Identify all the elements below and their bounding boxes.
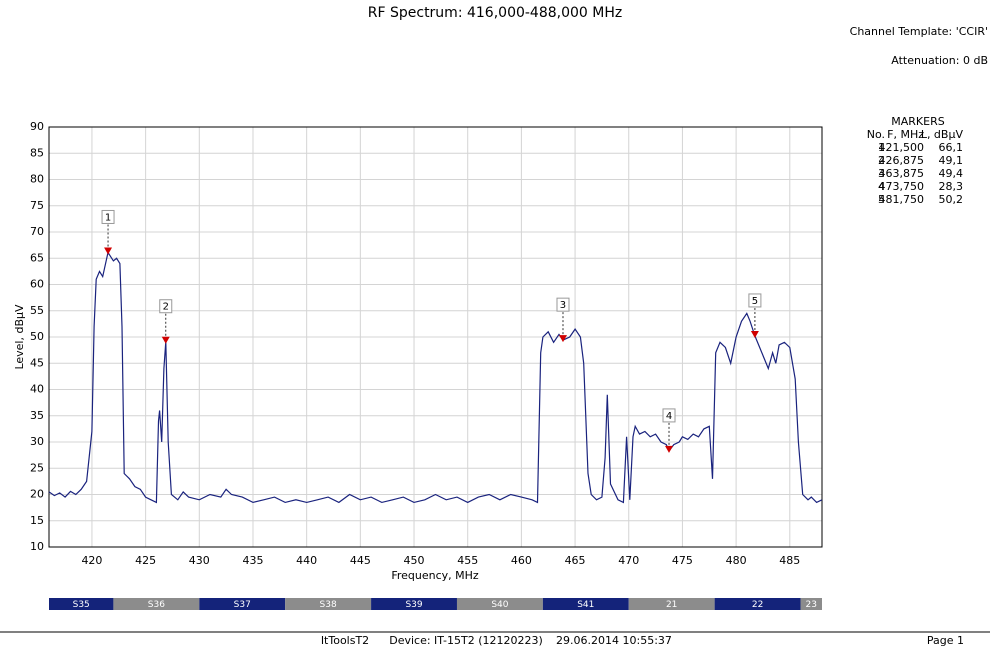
y-tick-label: 20 <box>30 488 44 501</box>
channel-label: S39 <box>405 600 422 610</box>
channel-band <box>199 598 286 610</box>
channel-label: S38 <box>320 600 337 610</box>
x-tick-label: 445 <box>350 554 371 567</box>
channel-band <box>49 598 114 610</box>
marker <box>104 247 113 255</box>
markers-title: MARKERS <box>891 115 944 128</box>
markers-cell: 1 <box>878 141 885 154</box>
channel-band <box>800 598 822 610</box>
y-tick-label: 65 <box>30 251 44 264</box>
y-tick-label: 60 <box>30 278 44 291</box>
channel-band <box>628 598 715 610</box>
marker-label: 5 <box>752 296 758 307</box>
markers-cell: 463,875 <box>879 167 925 180</box>
footer-page: Page 1 <box>927 634 964 647</box>
markers-header: L, dBμV <box>921 128 964 141</box>
y-tick-label: 15 <box>30 514 44 527</box>
markers-cell: 28,3 <box>939 180 964 193</box>
marker <box>665 445 674 453</box>
markers-cell: 5 <box>878 193 885 206</box>
x-tick-label: 420 <box>81 554 102 567</box>
markers-cell: 66,1 <box>939 141 964 154</box>
x-tick-label: 435 <box>242 554 263 567</box>
x-tick-label: 470 <box>618 554 639 567</box>
marker-label: 3 <box>560 300 566 311</box>
marker-label: 2 <box>163 302 169 313</box>
y-tick-label: 10 <box>30 540 44 553</box>
y-tick-label: 70 <box>30 225 44 238</box>
y-tick-label: 90 <box>30 120 44 133</box>
marker-label: 4 <box>666 411 672 422</box>
channel-band <box>714 598 801 610</box>
y-axis-label: Level, dBμV <box>13 304 26 370</box>
markers-cell: 49,4 <box>939 167 964 180</box>
x-tick-label: 460 <box>511 554 532 567</box>
y-tick-label: 40 <box>30 383 44 396</box>
x-tick-label: 480 <box>726 554 747 567</box>
y-tick-label: 75 <box>30 199 44 212</box>
markers-cell: 50,2 <box>939 193 964 206</box>
x-axis-label: Frequency, MHz <box>391 569 479 582</box>
template: Channel Template: 'CCIR' <box>850 25 988 38</box>
x-tick-label: 465 <box>565 554 586 567</box>
markers-cell: 2 <box>878 154 885 167</box>
channel-band <box>113 598 200 610</box>
y-tick-label: 30 <box>30 435 44 448</box>
y-tick-label: 50 <box>30 330 44 343</box>
channel-label: 21 <box>666 600 677 610</box>
channel-label: S36 <box>148 600 165 610</box>
channel-label: S40 <box>491 600 508 610</box>
channel-label: S37 <box>234 600 251 610</box>
channel-band <box>542 598 629 610</box>
x-tick-label: 450 <box>404 554 425 567</box>
y-tick-label: 25 <box>30 461 44 474</box>
markers-header: No. <box>867 128 885 141</box>
channel-label: S41 <box>577 600 594 610</box>
marker-label: 1 <box>105 212 111 223</box>
plot-frame <box>48 126 823 548</box>
spectrum-line <box>48 250 823 504</box>
channel-band <box>285 598 372 610</box>
y-tick-label: 55 <box>30 304 44 317</box>
marker-label-box <box>556 297 570 312</box>
markers-cell: 426,875 <box>879 154 925 167</box>
channel-band <box>371 598 457 610</box>
y-tick-label: 85 <box>30 146 44 159</box>
footer-date: 29.06.2014 10:55:37 <box>556 634 672 647</box>
marker <box>750 330 759 338</box>
y-tick-label: 45 <box>30 356 44 369</box>
footer-app: ItToolsT2 <box>321 634 369 647</box>
x-tick-label: 430 <box>189 554 210 567</box>
markers-header: F, MHz <box>887 128 924 141</box>
channel-band <box>456 598 543 610</box>
chart-title: RF Spectrum: 416,000-488,000 MHz <box>368 5 622 21</box>
channel-label: 22 <box>752 600 763 610</box>
channel-label: S35 <box>73 600 90 610</box>
x-tick-label: 475 <box>672 554 693 567</box>
marker <box>161 336 170 344</box>
channel-label: 23 <box>806 600 817 610</box>
y-tick-label: 35 <box>30 409 44 422</box>
markers-cell: 421,500 <box>879 141 925 154</box>
attenuation: Attenuation: 0 dB <box>891 54 988 67</box>
x-tick-label: 455 <box>457 554 478 567</box>
markers-cell: 473,750 <box>879 180 925 193</box>
x-tick-label: 485 <box>779 554 800 567</box>
y-tick-label: 80 <box>30 173 44 186</box>
marker-label-box <box>159 299 173 314</box>
markers-cell: 49,1 <box>939 154 964 167</box>
x-tick-label: 425 <box>135 554 156 567</box>
markers-cell: 3 <box>878 167 885 180</box>
x-tick-label: 440 <box>296 554 317 567</box>
marker-label-box <box>748 293 762 308</box>
markers-cell: 481,750 <box>879 193 925 206</box>
footer-device: Device: IT-15T2 (12120223) <box>389 634 543 647</box>
markers-cell: 4 <box>878 180 885 193</box>
marker <box>558 335 567 343</box>
marker-label-box <box>662 408 676 423</box>
marker-label-box <box>101 209 115 224</box>
